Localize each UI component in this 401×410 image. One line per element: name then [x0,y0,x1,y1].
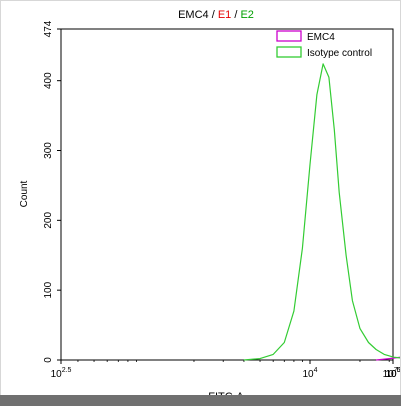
y-tick-label: 100 [43,281,54,298]
x-tick-label: 105 [385,367,400,380]
title-part-e2: E2 [240,9,253,21]
y-axis: 0 100 200 300 400 474 [43,20,61,363]
legend-label-isotype: Isotype control [307,48,372,59]
x-tick-label: 106 [385,367,400,380]
legend-swatch-isotype [276,46,302,58]
title-part-sep: / [231,9,240,21]
x-tick-label: 104 [302,367,317,380]
legend-label-emc4: EMC4 [307,32,335,43]
plot-area [60,28,394,361]
title-part-emc4: EMC4 / [178,9,218,21]
legend: EMC4 Isotype control [276,30,372,59]
series-line-isotype-control [243,63,401,361]
y-tick-label: 474 [43,20,54,37]
y-tick-label: 0 [43,357,54,363]
y-tick-label: 300 [43,142,54,159]
legend-swatch-emc4 [276,30,302,42]
y-tick-label: 400 [43,72,54,89]
scroll-bar-strip [0,395,401,406]
series-layer [243,63,401,361]
chart-title: EMC4 / E1 / E2 [178,9,254,21]
title-part-e1: E1 [218,9,231,21]
y-axis-label: Count [19,180,30,207]
x-tick-label: 102.5 [51,367,72,380]
x-tick-label: 107.5 [383,367,400,380]
y-tick-label: 200 [43,212,54,229]
